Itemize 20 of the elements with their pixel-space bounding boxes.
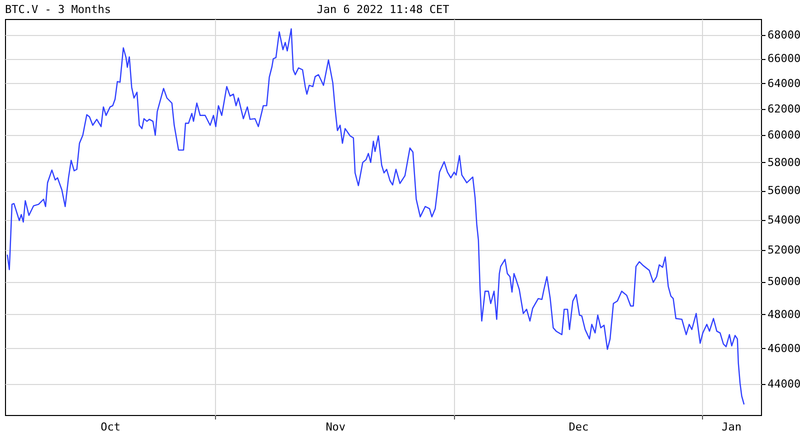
y-tick-label: 50000: [768, 275, 800, 288]
x-tick-label: Nov: [326, 420, 346, 432]
y-tick-label: 46000: [768, 342, 800, 355]
chart-subtitle: Jan 6 2022 11:48 CET: [316, 3, 450, 16]
line-series: [6, 28, 745, 406]
y-tick-label: 64000: [768, 76, 800, 90]
y-tick-label: 56000: [768, 184, 800, 198]
y-tick-label: 52000: [768, 244, 800, 257]
y-tick-label: 66000: [768, 52, 800, 66]
x-tick-label: Oct: [100, 420, 120, 432]
y-tick-label: 48000: [768, 308, 800, 321]
y-tick-label: 62000: [768, 102, 800, 116]
y-tick-label: 68000: [768, 28, 800, 42]
y-tick-label: 58000: [768, 156, 800, 169]
y-tick-label: 54000: [768, 213, 800, 226]
chart-title: BTC.V - 3 Months: [5, 3, 111, 16]
y-tick-label: 44000: [768, 378, 800, 391]
x-tick-label: Jan: [722, 420, 742, 432]
x-tick-label: Dec: [568, 420, 589, 432]
y-tick-label: 60000: [768, 128, 800, 142]
